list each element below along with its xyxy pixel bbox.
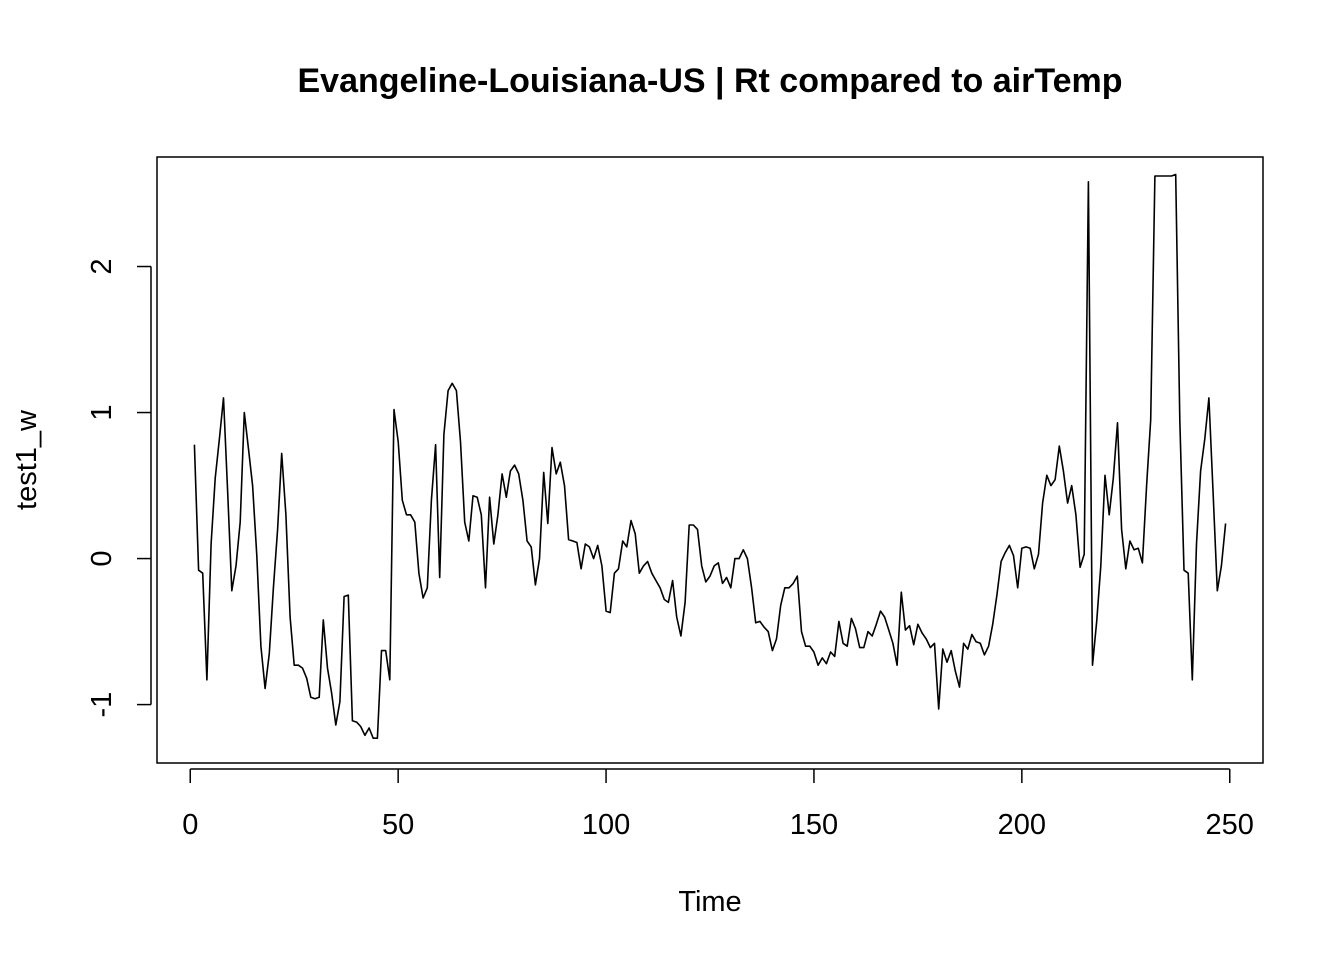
- x-axis: 0 50 100 150 200 250: [182, 768, 1254, 841]
- y-tick-label: -1: [86, 692, 118, 718]
- y-tick-label: 2: [86, 258, 118, 274]
- y-tick-label: 0: [86, 551, 118, 567]
- series-line: [193, 173, 1227, 739]
- x-tick-label: 50: [382, 809, 414, 841]
- chart-title: Evangeline-Louisiana-US | Rt compared to…: [297, 62, 1122, 100]
- plot-frame: [156, 156, 1264, 764]
- x-tick-label: 100: [582, 809, 630, 841]
- y-axis: -1 0 1 2: [86, 258, 152, 718]
- x-tick-label: 200: [998, 809, 1046, 841]
- y-tick-label: 1: [86, 404, 118, 420]
- y-axis-label: test1_w: [11, 409, 43, 510]
- x-axis-label: Time: [678, 886, 741, 918]
- x-tick-label: 0: [182, 809, 198, 841]
- x-tick-label: 250: [1206, 809, 1254, 841]
- x-tick-label: 150: [790, 809, 838, 841]
